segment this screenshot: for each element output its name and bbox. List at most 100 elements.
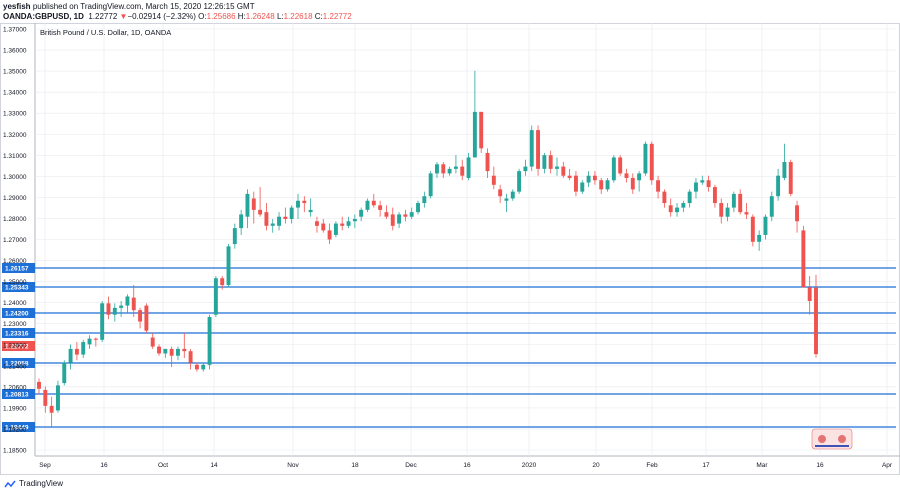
candle-body bbox=[207, 316, 212, 365]
candle-body bbox=[106, 303, 111, 315]
candle-body bbox=[169, 348, 174, 356]
candle-body bbox=[782, 162, 787, 178]
candle-body bbox=[580, 182, 585, 192]
cloud-icon bbox=[4, 480, 16, 487]
y-tick-label: 1.33000 bbox=[3, 111, 27, 118]
candle-body bbox=[62, 362, 67, 384]
candle-body bbox=[750, 216, 755, 242]
candle-body bbox=[365, 200, 370, 210]
candle-body bbox=[555, 166, 559, 169]
candle-body bbox=[763, 216, 768, 235]
candle-body bbox=[251, 198, 256, 210]
candle-body bbox=[453, 166, 458, 169]
x-tick-label: Sep bbox=[39, 462, 51, 469]
candle-body bbox=[239, 214, 244, 229]
x-tick-label: 14 bbox=[210, 462, 218, 469]
candle-body bbox=[573, 175, 578, 192]
candle-body bbox=[668, 205, 673, 213]
tradingview-logo[interactable]: TradingView bbox=[4, 479, 63, 488]
y-tick-label: 1.35000 bbox=[3, 69, 27, 76]
candle-body bbox=[87, 338, 92, 345]
candle-body bbox=[258, 209, 263, 215]
candle-body bbox=[447, 168, 452, 174]
candle-body bbox=[270, 223, 275, 226]
candle-body bbox=[712, 187, 717, 204]
candle-body bbox=[466, 157, 471, 178]
price-change: −0.02914 (−2.32%) bbox=[127, 12, 196, 21]
y-tick-label: 1.19200 bbox=[3, 426, 27, 433]
candle-body bbox=[517, 171, 522, 192]
candle-body bbox=[428, 173, 433, 197]
candle-body bbox=[788, 162, 793, 194]
x-tick-label: 20 bbox=[592, 462, 600, 469]
x-tick-label: 16 bbox=[463, 462, 471, 469]
candle-body bbox=[100, 303, 105, 340]
x-tick-label: Nov bbox=[287, 462, 299, 469]
price-chart[interactable]: 1.26157 1.25343 1.24200 1.23316 1.22058 1.208… bbox=[0, 23, 900, 475]
candle-body bbox=[618, 157, 623, 174]
candle-body bbox=[586, 175, 591, 183]
author-name[interactable]: yesfish bbox=[3, 2, 31, 11]
grid-lines bbox=[35, 23, 896, 456]
candle-body bbox=[675, 207, 679, 213]
candle-body bbox=[435, 164, 439, 174]
candle-body bbox=[245, 193, 250, 217]
y-tick-label: 1.34000 bbox=[3, 90, 27, 97]
candle-body bbox=[37, 381, 41, 389]
candle-body bbox=[504, 198, 509, 201]
candles bbox=[37, 70, 818, 427]
candle-body bbox=[384, 212, 389, 217]
candle-body bbox=[592, 175, 597, 181]
level-tag bbox=[2, 422, 35, 432]
candle-body bbox=[163, 348, 168, 354]
level-label: 1.20813 bbox=[5, 392, 29, 399]
open-label: O: bbox=[198, 12, 207, 21]
candle-body bbox=[43, 389, 48, 406]
candle-body bbox=[289, 207, 294, 219]
time-axis[interactable]: Sep 16 Oct 14 Nov 18 Dec 16 2020 20 Feb 17 Mar 16 Apr bbox=[39, 462, 893, 469]
price-axis[interactable]: 1.37000 1.36000 1.35000 1.34000 1.33000 1.320… bbox=[3, 27, 27, 455]
chart-border bbox=[0, 23, 900, 475]
candle-body bbox=[719, 203, 724, 217]
down-arrow-icon: ▼ bbox=[119, 12, 128, 21]
y-tick-label: 1.21400 bbox=[3, 363, 27, 370]
level-tag bbox=[2, 328, 35, 338]
high-label: H: bbox=[237, 12, 246, 21]
candle-body bbox=[144, 305, 149, 331]
candle-body bbox=[68, 348, 73, 363]
candle-body bbox=[479, 111, 484, 149]
candle-body bbox=[656, 180, 661, 192]
candle-body bbox=[226, 246, 231, 286]
candle-body bbox=[194, 364, 199, 370]
candle-body bbox=[624, 173, 629, 178]
y-tick-label: 1.23000 bbox=[3, 321, 27, 328]
horizontal-levels[interactable]: 1.26157 1.25343 1.24200 1.23316 1.22058 1.208… bbox=[2, 263, 896, 432]
x-tick-label: 18 bbox=[351, 462, 359, 469]
level-label: 1.22058 bbox=[5, 361, 29, 368]
candle-body bbox=[150, 337, 155, 347]
candle-body bbox=[757, 234, 762, 242]
candle-body bbox=[498, 189, 503, 197]
level-tag bbox=[2, 308, 35, 318]
candle-body bbox=[725, 207, 730, 217]
candle-body bbox=[409, 212, 414, 217]
candle-body bbox=[74, 348, 79, 355]
candle-body bbox=[801, 230, 806, 288]
candle-body bbox=[542, 155, 547, 169]
candle-body bbox=[523, 166, 528, 172]
last-price-tag bbox=[2, 341, 35, 351]
candle-body bbox=[744, 212, 749, 215]
candle-body bbox=[321, 223, 326, 231]
low-value: 1.22618 bbox=[283, 12, 313, 21]
candle-body bbox=[630, 177, 635, 190]
candle-body bbox=[131, 297, 136, 311]
candle-body bbox=[662, 191, 667, 204]
candle-body bbox=[277, 216, 282, 226]
x-tick-label: 17 bbox=[702, 462, 710, 469]
candle-body bbox=[460, 166, 465, 176]
level-label: 1.19449 bbox=[5, 425, 29, 432]
candle-body bbox=[795, 205, 800, 222]
level-tag bbox=[2, 282, 35, 292]
candle-body bbox=[441, 164, 446, 174]
x-tick-label: 16 bbox=[816, 462, 824, 469]
